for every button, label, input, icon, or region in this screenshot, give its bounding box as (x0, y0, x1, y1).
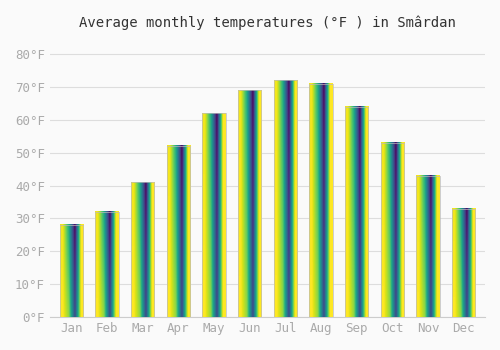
Bar (166, 146, 190, 317)
Bar (380, 143, 404, 317)
Bar (202, 113, 226, 317)
Bar (345, 107, 368, 317)
Bar (60, 225, 83, 317)
Bar (131, 182, 154, 317)
Title: Average monthly temperatures (°F ) in Smârdan: Average monthly temperatures (°F ) in Sm… (79, 15, 456, 29)
Bar (452, 209, 475, 317)
Bar (310, 84, 332, 317)
Bar (274, 80, 297, 317)
Bar (416, 176, 440, 317)
Bar (238, 90, 261, 317)
Bar (96, 212, 118, 317)
